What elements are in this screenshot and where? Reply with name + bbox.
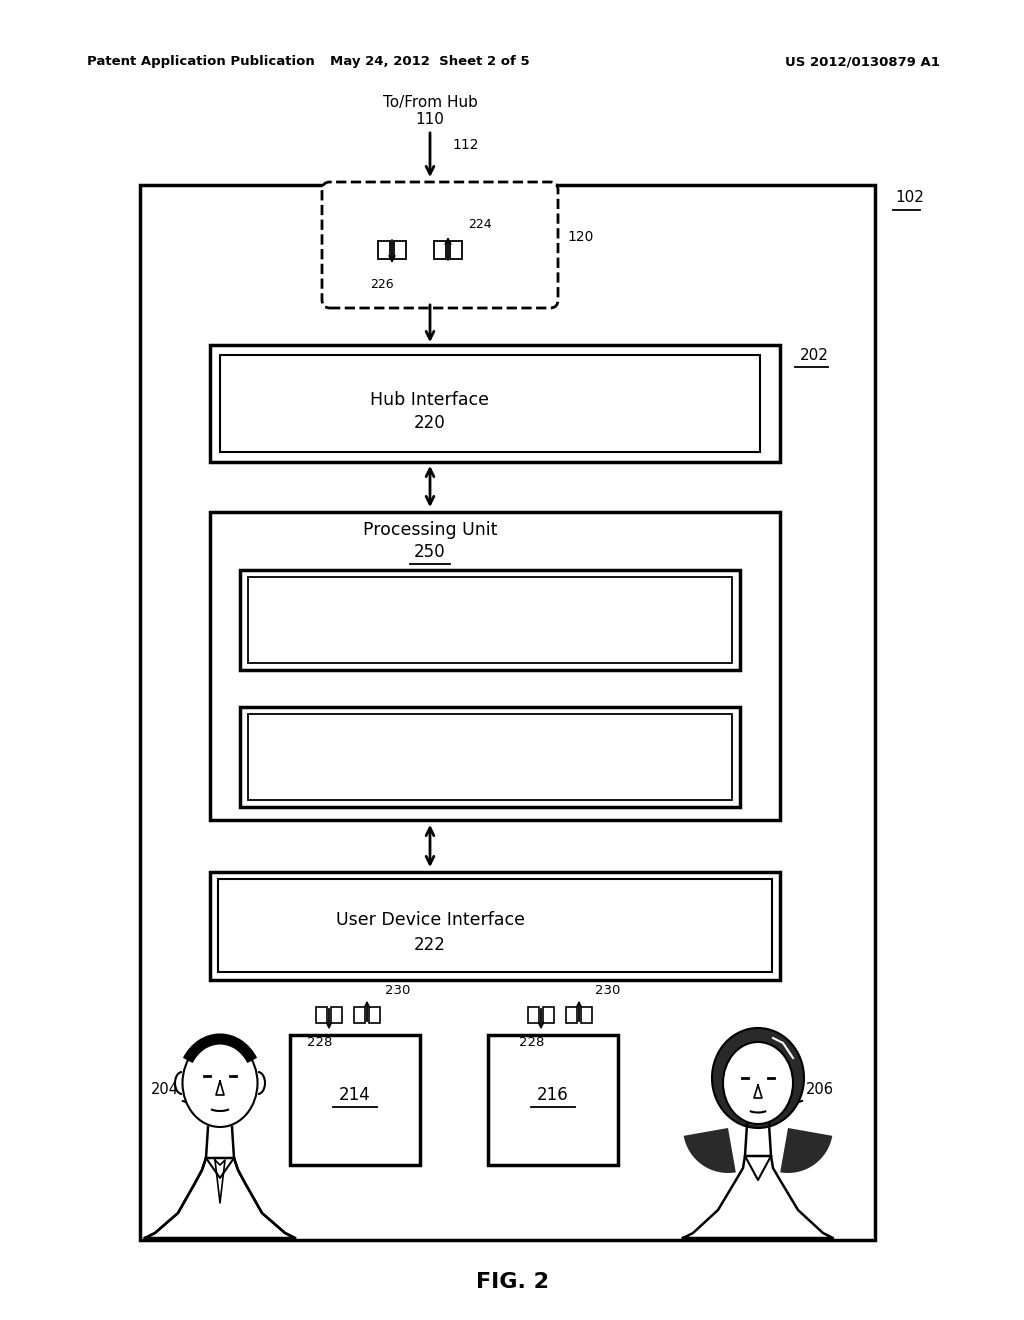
Text: 230: 230 — [595, 983, 621, 997]
Text: 102: 102 — [895, 190, 924, 206]
Text: 235: 235 — [474, 768, 506, 785]
Text: 226: 226 — [370, 279, 393, 292]
Text: 222: 222 — [414, 936, 445, 954]
Ellipse shape — [723, 1041, 793, 1125]
Bar — [433, 242, 445, 259]
Polygon shape — [683, 1156, 833, 1238]
Text: User Device Interface: User Device Interface — [336, 911, 524, 929]
Bar — [488, 1035, 618, 1166]
Bar — [354, 1007, 365, 1023]
Text: 120: 120 — [567, 230, 593, 244]
Bar — [240, 708, 740, 807]
Bar — [544, 1007, 554, 1023]
Text: May 24, 2012  Sheet 2 of 5: May 24, 2012 Sheet 2 of 5 — [330, 55, 529, 69]
Bar — [528, 1007, 539, 1023]
Bar — [290, 1035, 420, 1166]
Text: Routing Entity: Routing Entity — [428, 606, 552, 624]
Text: US 2012/0130879 A1: US 2012/0130879 A1 — [785, 55, 940, 69]
Bar — [210, 512, 780, 820]
Bar — [394, 242, 407, 259]
Bar — [140, 185, 874, 1239]
Text: Patent Application Publication: Patent Application Publication — [87, 55, 314, 69]
Text: Translation Entity: Translation Entity — [415, 743, 565, 762]
Bar — [331, 1007, 342, 1023]
Text: 112: 112 — [452, 139, 478, 152]
Bar — [218, 879, 772, 972]
Ellipse shape — [182, 1039, 257, 1127]
Text: 260: 260 — [474, 630, 506, 648]
Text: 110: 110 — [416, 112, 444, 128]
Bar — [370, 1007, 380, 1023]
Text: 224: 224 — [468, 219, 492, 231]
Polygon shape — [145, 1158, 295, 1238]
Wedge shape — [780, 1129, 833, 1173]
Bar — [378, 242, 389, 259]
Text: 216: 216 — [538, 1086, 569, 1104]
Text: 202: 202 — [800, 347, 828, 363]
Text: Hub Interface: Hub Interface — [371, 391, 489, 409]
Ellipse shape — [712, 1028, 804, 1129]
Bar — [582, 1007, 592, 1023]
Text: 206: 206 — [806, 1082, 834, 1097]
Bar — [451, 242, 463, 259]
Bar — [248, 577, 732, 663]
Text: FIG. 2: FIG. 2 — [475, 1272, 549, 1292]
Bar — [220, 355, 760, 451]
Text: 204: 204 — [151, 1082, 179, 1097]
Bar — [566, 1007, 577, 1023]
Text: 228: 228 — [307, 1035, 333, 1048]
Bar — [210, 873, 780, 979]
Text: 220: 220 — [414, 414, 445, 432]
Text: 228: 228 — [519, 1035, 545, 1048]
Text: To/From Hub: To/From Hub — [383, 95, 477, 110]
Text: 214: 214 — [339, 1086, 371, 1104]
Text: 250: 250 — [414, 543, 445, 561]
Text: 230: 230 — [385, 983, 411, 997]
Text: Processing Unit: Processing Unit — [362, 521, 498, 539]
Wedge shape — [684, 1129, 736, 1173]
Bar — [210, 345, 780, 462]
Bar — [316, 1007, 327, 1023]
FancyBboxPatch shape — [322, 182, 558, 308]
Bar — [248, 714, 732, 800]
Bar — [240, 570, 740, 671]
